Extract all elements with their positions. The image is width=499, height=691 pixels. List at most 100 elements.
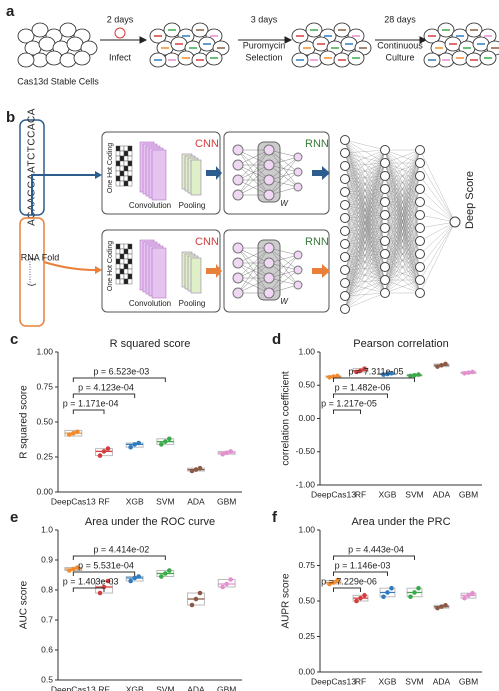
edge [419,221,456,242]
one-hot-cell [123,248,129,255]
one-hot-cell [115,180,121,187]
one-hot-cell [127,258,133,265]
node [449,216,461,228]
conv-label: Convolution [129,201,171,210]
point [197,590,203,596]
point [159,442,164,447]
point [71,430,76,436]
one-hot-cell [127,170,133,177]
one-hot-label: One Hot Coding [107,143,114,193]
point [385,590,390,595]
pool-map [190,159,202,196]
edge [237,277,270,294]
one-hot-cell [123,145,129,152]
y-tick-label: -0.50 [296,446,316,456]
edge [344,149,386,206]
node [232,189,244,201]
edge [344,253,386,310]
point [416,585,421,591]
point [327,581,332,587]
one-hot-cell [119,175,125,182]
edge [384,227,421,294]
x-tick-label: RF [355,676,366,686]
one-hot-cell [115,175,121,182]
one-hot-cell [123,155,129,162]
point [462,595,467,601]
node [340,213,350,223]
x-tick-label: DeepCas13 [51,496,96,506]
edge [344,279,386,310]
edge [419,221,456,281]
point [67,432,72,437]
one-hot-cell [119,248,125,255]
cell [17,52,35,68]
edge [344,162,386,310]
edge [384,149,421,268]
edge [419,201,456,223]
node [380,197,390,207]
point [358,595,363,601]
one-hot-cell [127,273,133,280]
point [189,468,195,474]
cell [59,22,77,38]
node [263,272,275,284]
node [293,167,303,177]
edge [384,149,421,229]
step-action: Infect [109,52,132,62]
edge [237,149,270,196]
node [340,278,350,288]
one-hot-cell [115,248,121,255]
one-hot-cell [119,160,125,167]
panel-letter: a [6,3,15,20]
one-hot-cell [127,278,133,285]
p-value: p = 1.171e-04 [63,398,119,408]
node [340,265,350,275]
node [232,257,244,269]
point [193,467,199,472]
one-hot-cell [115,258,121,265]
flow-arrow [312,264,330,278]
edge [268,254,299,294]
node [232,287,244,299]
one-hot-cell [123,273,129,280]
point [132,575,137,581]
edge [384,253,421,294]
sequence: ACAAGGAATCTCCACA [27,108,38,226]
node [293,152,303,162]
one-hot-cell [127,145,133,152]
cnn-label: CNN [195,236,219,248]
one-hot-cell [127,243,133,250]
one-hot-cell [119,258,125,265]
x-tick-label: GBM [459,489,478,499]
point [128,578,133,584]
edge [344,149,386,245]
one-hot-cell [119,165,125,172]
p-value: p = 6.523e-03 [93,366,149,376]
node [415,171,425,181]
flow-arrow [312,166,330,180]
arrowhead [95,171,102,179]
point [462,370,467,376]
one-hot-cell [127,268,133,275]
node [415,145,425,155]
edge [344,188,386,310]
panel-letter: c [10,331,18,348]
node [232,159,244,171]
edge [419,188,456,223]
edge [384,149,421,190]
edge [237,164,270,196]
node [263,174,275,186]
point [354,598,359,604]
x-tick-label: XGB [126,496,144,506]
one-hot-label: One Hot Coding [107,241,114,291]
one-hot-cell [127,253,133,260]
node [380,262,390,272]
point [136,574,141,579]
node [380,171,390,181]
one-hot-cell [123,243,129,250]
flow-arrow [43,261,96,271]
edge [384,266,421,294]
node [415,262,425,272]
one-hot-cell [127,180,133,187]
